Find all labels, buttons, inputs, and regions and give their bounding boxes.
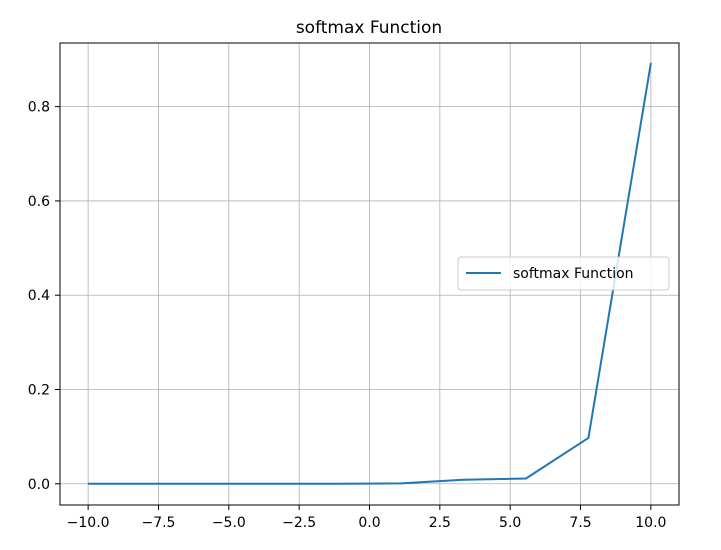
data-point (212, 483, 214, 485)
x-tick-label: −10.0 (67, 515, 110, 531)
x-tick-label: 0.0 (358, 515, 380, 531)
x-tick-label: 7.5 (569, 515, 591, 531)
legend-label: softmax Function (513, 266, 634, 282)
legend: softmax Function (457, 256, 670, 291)
data-point (525, 477, 527, 480)
y-tick-label: 0.4 (28, 288, 50, 304)
x-tick-label: −7.5 (141, 515, 175, 531)
data-point (650, 62, 652, 64)
data-point (149, 483, 152, 485)
data-point (462, 479, 464, 481)
x-tick-label: −5.0 (212, 515, 246, 531)
axis-ticks: −10.0 −7.5 −5.0 −2.5 0.0 2.5 5.0 7.5 10.0 0.0 0.2 0… (28, 100, 667, 531)
x-tick-label: 2.5 (429, 515, 451, 531)
y-tick-label: 0.2 (28, 383, 50, 399)
y-tick-label: 0.6 (28, 194, 50, 210)
x-tick-label: −2.5 (282, 515, 316, 531)
data-point (275, 483, 277, 485)
y-tick-label: 0.8 (28, 100, 50, 116)
y-tick-label: 0.0 (28, 477, 50, 493)
axes-frame (59, 42, 680, 506)
data-point (337, 483, 339, 485)
legend-box (457, 256, 670, 291)
series-line-0 (88, 63, 652, 485)
x-tick-label: 10.0 (635, 515, 666, 531)
data-point (400, 482, 402, 484)
data-point (87, 483, 89, 485)
x-tick-label: 5.0 (499, 515, 521, 531)
chart-title: softmax Function (296, 18, 442, 38)
data-point (587, 437, 590, 439)
series-layer (87, 62, 652, 485)
